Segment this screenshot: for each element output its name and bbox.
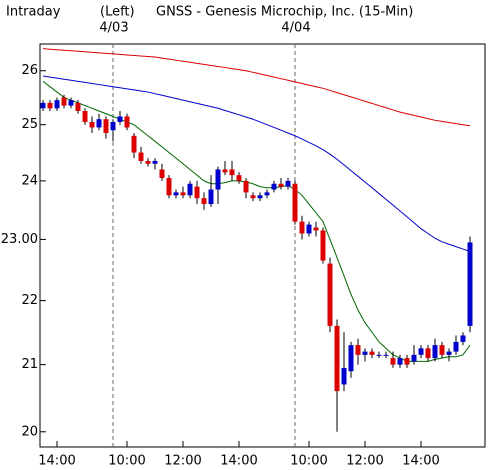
candle-body [40, 102, 46, 109]
plot-frame [39, 43, 486, 448]
candle-body [243, 180, 249, 193]
candle-body [313, 227, 319, 231]
candle-body [383, 354, 389, 356]
chart-title: GNSS - Genesis Microchip, Inc. (15-Min) [156, 5, 413, 20]
candle-body [264, 192, 270, 196]
candle-body [257, 195, 263, 199]
candle-body [376, 354, 382, 356]
y-tick-label: 25 [21, 117, 38, 132]
candle-body [271, 183, 277, 190]
candle-body [47, 102, 53, 109]
candle-body [138, 152, 144, 161]
date-label: 4/03 [99, 21, 128, 36]
candle-body [278, 183, 284, 187]
candle-body [194, 186, 200, 199]
candle-body [467, 242, 473, 326]
x-tick-label: 10:00 [108, 454, 145, 469]
candle-body [131, 135, 137, 153]
x-tick-label: 12:00 [346, 454, 383, 469]
candle-body [292, 183, 298, 222]
candle-body [355, 345, 361, 355]
chart-label: Intraday [6, 5, 61, 20]
candle-body [439, 345, 445, 355]
candle-body [110, 121, 116, 131]
candle-body [306, 224, 312, 234]
candle-body [96, 119, 102, 128]
candle-body [222, 169, 228, 173]
candle-body [103, 119, 109, 133]
candle-body [327, 263, 333, 326]
candle-body [152, 160, 158, 164]
x-tick-label: 14:00 [38, 454, 75, 469]
candle-body [299, 221, 305, 234]
candle-body [159, 169, 165, 179]
candle-body [432, 345, 438, 359]
candle-body [54, 100, 60, 109]
candle-body [187, 183, 193, 196]
candle-body [460, 335, 466, 342]
x-tick-label: 10:00 [290, 454, 327, 469]
candle-body [117, 116, 123, 122]
x-tick-label: 14:00 [402, 454, 439, 469]
candle-body [208, 189, 214, 205]
candle-body [145, 160, 151, 164]
moving-average [42, 80, 471, 362]
x-tick-label: 14:00 [220, 454, 257, 469]
date-label: 4/04 [281, 21, 310, 36]
candle-body [369, 351, 375, 355]
moving-average [42, 48, 471, 127]
candle-body [341, 367, 347, 385]
y-tick-label: 22 [21, 293, 38, 308]
candle-body [61, 97, 67, 106]
candle-body [229, 169, 235, 176]
candle-body [362, 351, 368, 355]
candle-body [348, 345, 354, 372]
y-tick-label: 23.00 [1, 232, 38, 247]
candle-body [390, 358, 396, 365]
y-tick-label: 20 [21, 424, 38, 439]
candle-body [173, 192, 179, 196]
candle-body [68, 100, 74, 106]
candle-body [418, 348, 424, 355]
candle-body [411, 354, 417, 362]
candle-body [285, 180, 291, 187]
candle-body [453, 341, 459, 352]
candle-body [124, 116, 130, 128]
candle-body [75, 102, 81, 112]
candle-body [201, 198, 207, 205]
candle-body [236, 175, 242, 181]
candle-body [250, 195, 256, 199]
y-tick-label: 26 [21, 63, 38, 78]
candle-body [334, 325, 340, 392]
chart-label: (Left) [100, 5, 135, 20]
candle-body [180, 192, 186, 196]
candle-body [404, 358, 410, 365]
candle-body [82, 111, 88, 122]
x-tick-label: 12:00 [164, 454, 201, 469]
candle-body [89, 121, 95, 128]
candle-body [320, 230, 326, 261]
candle-body [397, 358, 403, 365]
candle-body [215, 169, 221, 190]
candle-body [166, 178, 172, 196]
candle-body [446, 351, 452, 355]
y-tick-label: 24 [21, 173, 38, 188]
candle-body [425, 348, 431, 359]
moving-average [42, 75, 471, 252]
y-tick-label: 21 [21, 357, 38, 372]
